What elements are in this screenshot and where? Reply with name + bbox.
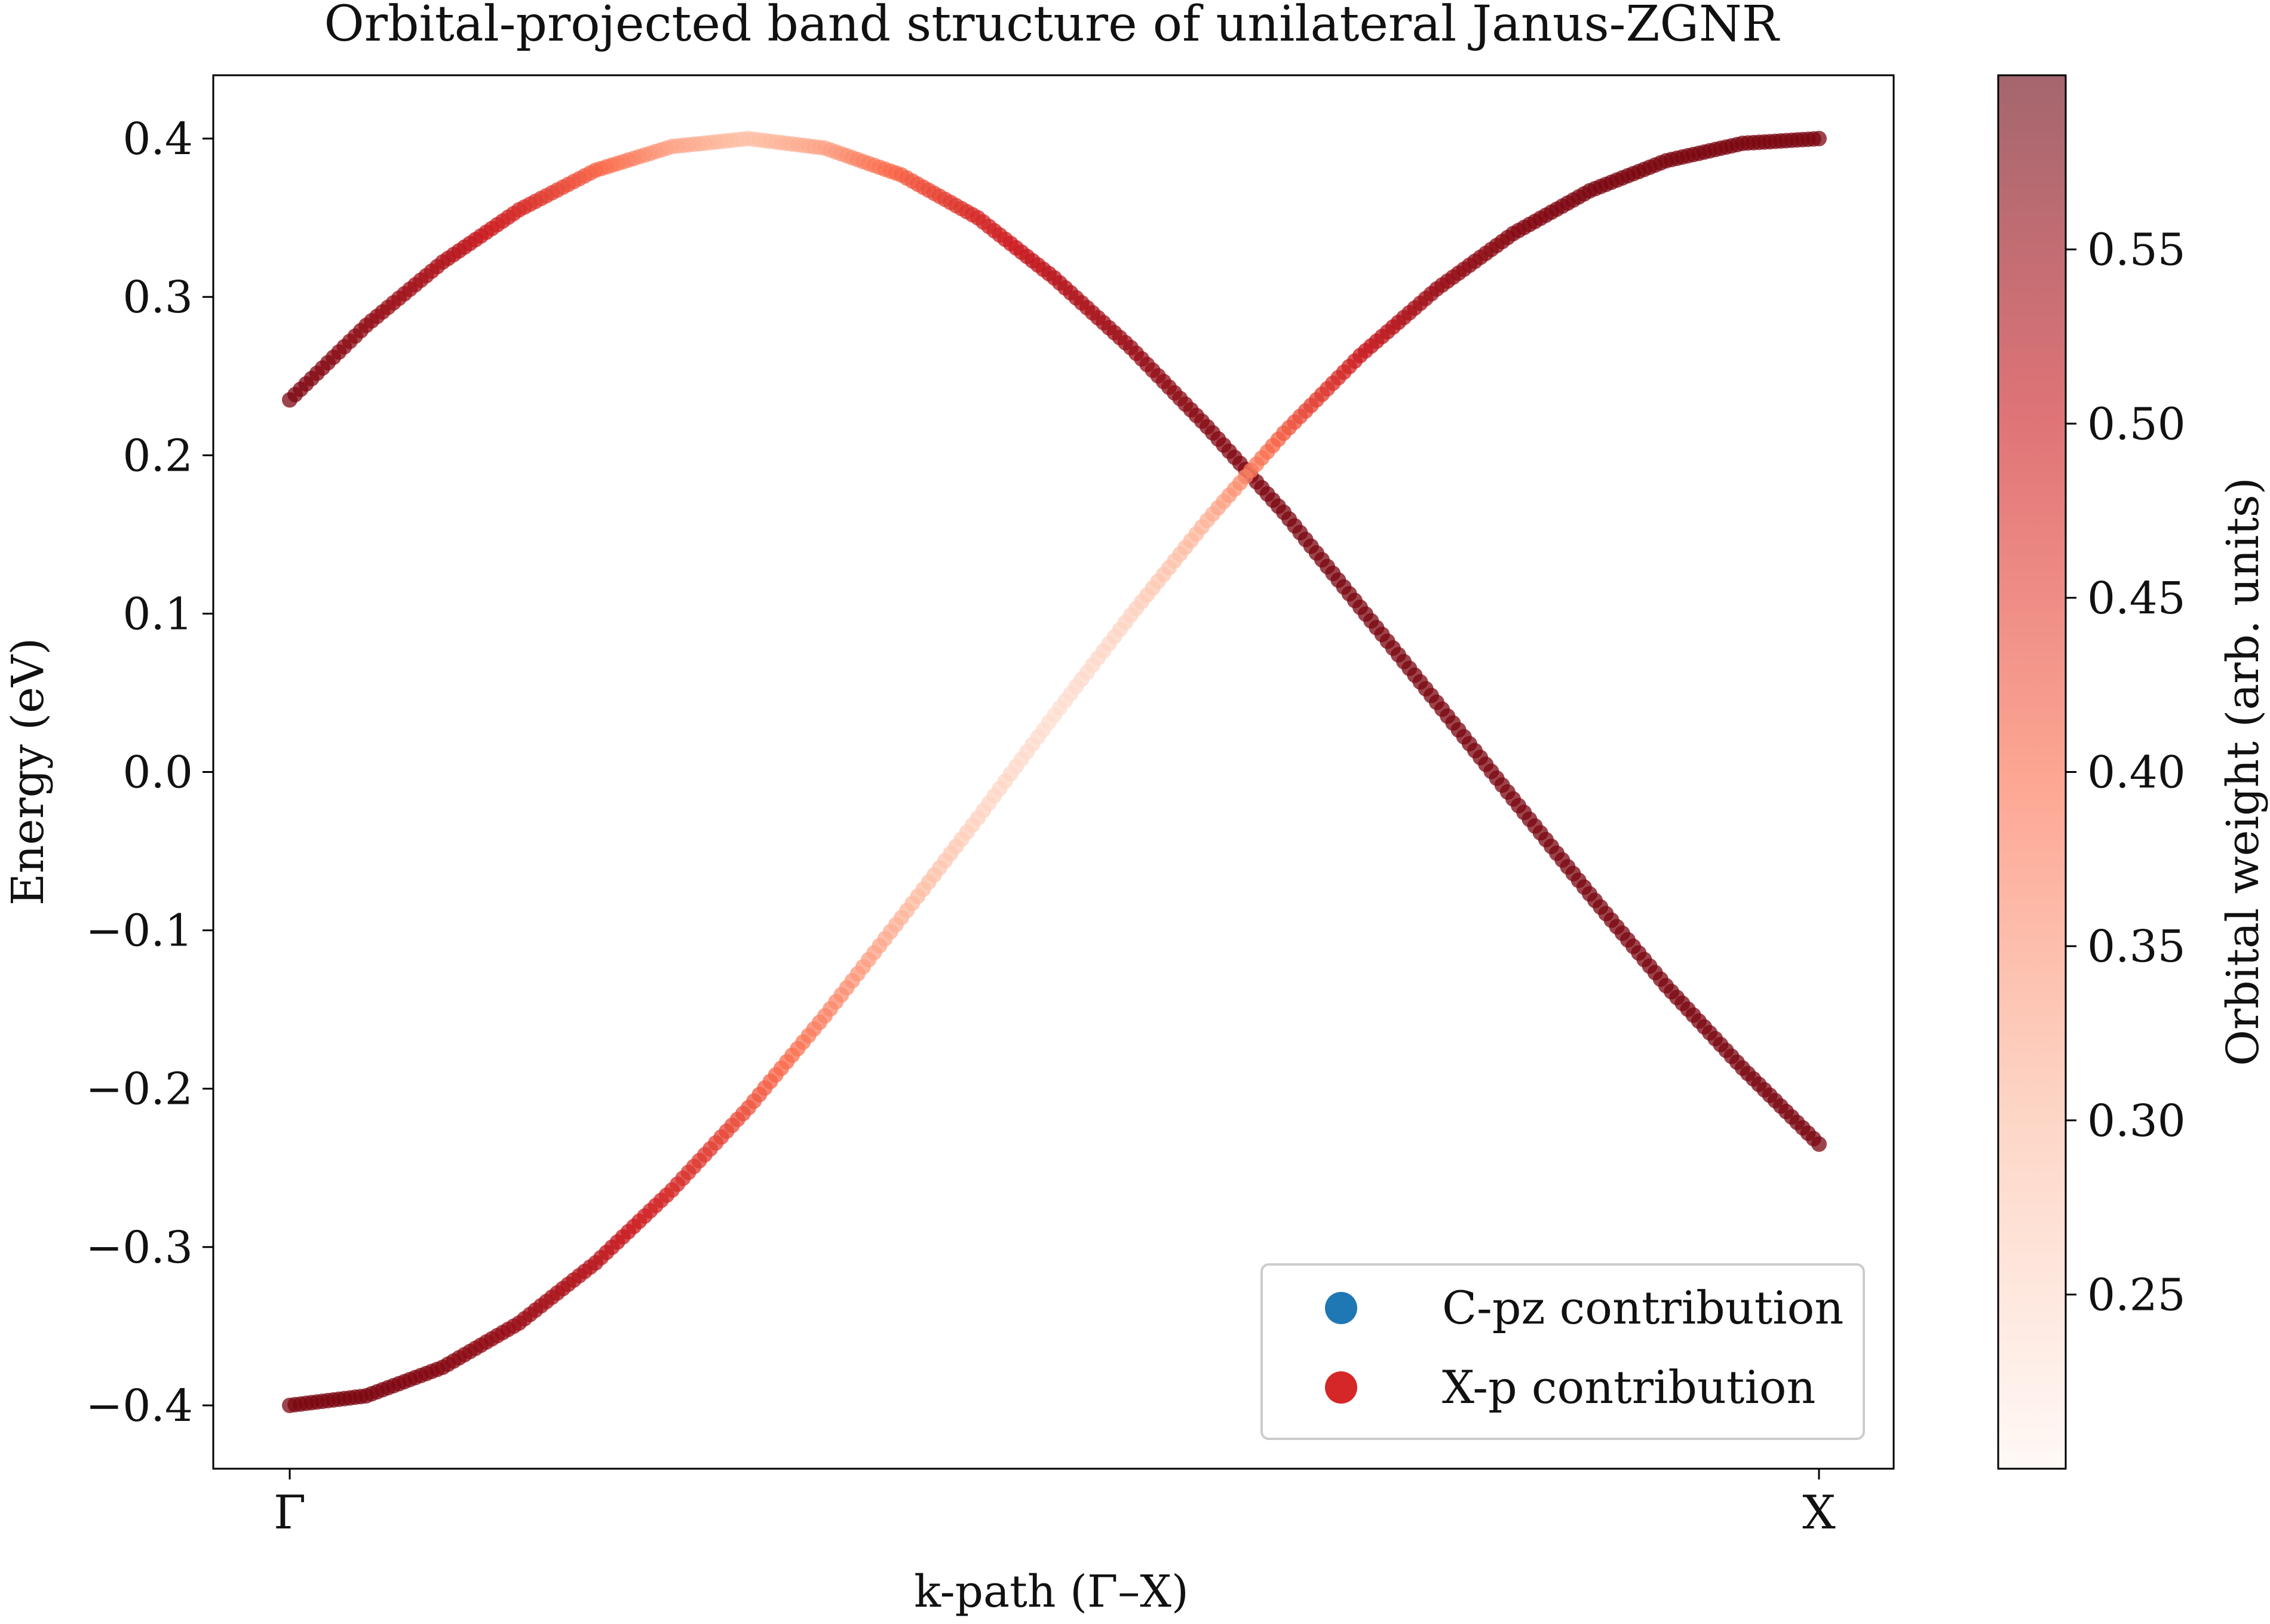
colorbar-tick-label: 0.45 — [2087, 573, 2186, 624]
y-tick-label: 0.4 — [122, 113, 193, 165]
x-tick-label: Γ — [274, 1486, 306, 1540]
colorbar-tick-label: 0.40 — [2087, 747, 2186, 799]
y-tick-label: −0.3 — [85, 1222, 193, 1273]
colorbar-tick-label: 0.50 — [2087, 398, 2186, 450]
colorbar-tick-label: 0.55 — [2087, 225, 2186, 276]
colorbar: 0.25 0.30 0.35 0.40 0.45 0.50 0.55 Orbital wei… — [1997, 74, 2269, 1470]
y-axis-label: Energy (eV) — [2, 638, 54, 906]
band-2-point — [1811, 131, 1827, 146]
colorbar-ticks: 0.25 0.30 0.35 0.40 0.45 0.50 0.55 — [2066, 225, 2186, 1321]
colorbar-label: Orbital weight (arb. units) — [2217, 477, 2269, 1066]
y-tick-label: −0.2 — [85, 1064, 193, 1115]
colorbar-tick-label: 0.30 — [2087, 1095, 2186, 1147]
legend-marker-x-p — [1325, 1371, 1357, 1404]
y-tick-label: −0.4 — [85, 1380, 193, 1432]
x-tick-label: X — [1802, 1486, 1836, 1540]
y-tick-label: 0.2 — [122, 430, 193, 481]
y-axis-ticks: 0.4 0.3 0.2 0.1 0.0 −0.1 −0.2 −0.3 −0.4 — [85, 113, 213, 1432]
band-1-point — [1811, 1136, 1827, 1152]
chart-title: Orbital-projected band structure of unil… — [324, 0, 1780, 53]
y-tick-label: 0.3 — [122, 272, 193, 323]
colorbar-tick-label: 0.35 — [2087, 921, 2186, 972]
band-curves — [282, 131, 1827, 1413]
legend-marker-c-pz — [1325, 1292, 1357, 1324]
legend-label-c-pz: C-pz contribution — [1442, 1281, 1843, 1334]
legend: C-pz contribution X-p contribution — [1260, 1263, 1865, 1440]
colorbar-tick-label: 0.25 — [2087, 1269, 2186, 1321]
y-tick-label: −0.1 — [85, 905, 193, 957]
colorbar-gradient — [1997, 74, 2067, 1470]
y-tick-label: 0.1 — [122, 588, 193, 640]
y-tick-label: 0.0 — [122, 747, 193, 799]
legend-box — [1260, 1263, 1865, 1440]
x-axis-label: k-path (Γ–X) — [914, 1566, 1189, 1617]
legend-label-x-p: X-p contribution — [1442, 1361, 1815, 1414]
